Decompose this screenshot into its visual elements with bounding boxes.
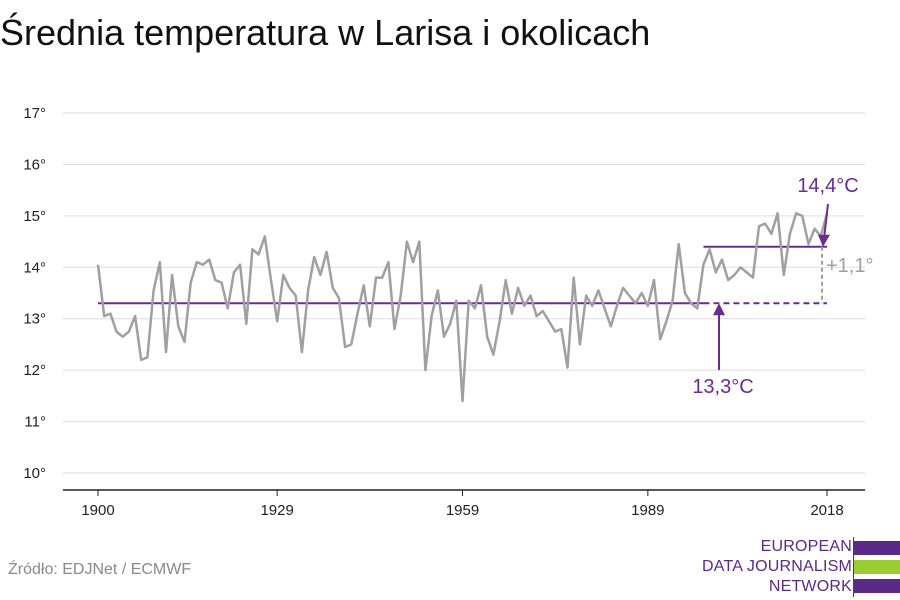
difference-label: +1,1° (826, 255, 873, 277)
reference-lines (98, 245, 827, 305)
y-tick-label: 17° (23, 105, 46, 122)
logo-bar-green (854, 560, 900, 574)
logo-bar-purple (854, 541, 900, 555)
series-layer (96, 212, 829, 403)
x-axis: 1900 1929 1959 1989 2018 (63, 489, 865, 519)
logo-line: EUROPEAN (760, 538, 852, 555)
baseline-mean-arrowhead (713, 303, 725, 316)
y-axis: 10° 11° 12° 13° 14° 15° 16° 17° (23, 105, 46, 482)
y-tick-label: 12° (23, 362, 46, 379)
recent-mean-label: 14,4°C (797, 175, 858, 197)
baseline-mean-label: 13,3°C (692, 376, 753, 398)
y-tick-label: 14° (23, 259, 46, 276)
edjnet-logo: EUROPEAN DATA JOURNALISM NETWORK (700, 537, 900, 597)
y-tick-label: 10° (23, 465, 46, 482)
y-tick-label: 16° (23, 156, 46, 173)
x-tick-label: 1929 (260, 502, 293, 519)
logo-text: EUROPEAN DATA JOURNALISM NETWORK (702, 537, 852, 597)
recent-mean-arrow (823, 203, 829, 239)
x-tick-label: 1989 (631, 502, 664, 519)
y-tick-label: 15° (23, 208, 46, 225)
temperature-series-line (96, 212, 829, 403)
chart-title: Średnia temperatura w Larisa i okolicach (0, 12, 651, 53)
logo-bar-purple (854, 579, 900, 593)
grid-lines (63, 112, 865, 474)
recent-mean-arrowhead (818, 234, 830, 247)
x-tick-label: 1900 (81, 502, 114, 519)
logo-divider (853, 537, 854, 597)
logo-line: DATA JOURNALISM (702, 558, 852, 575)
logo-line: NETWORK (768, 578, 852, 595)
annotations: 14,4°C 13,3°C +1,1° (692, 175, 873, 398)
x-tick-label: 1959 (446, 502, 479, 519)
y-tick-label: 11° (24, 414, 46, 431)
y-tick-label: 13° (23, 311, 46, 328)
source-note: Źródło: EDJNet / ECMWF (8, 561, 192, 578)
x-tick-label: 2018 (810, 502, 843, 519)
